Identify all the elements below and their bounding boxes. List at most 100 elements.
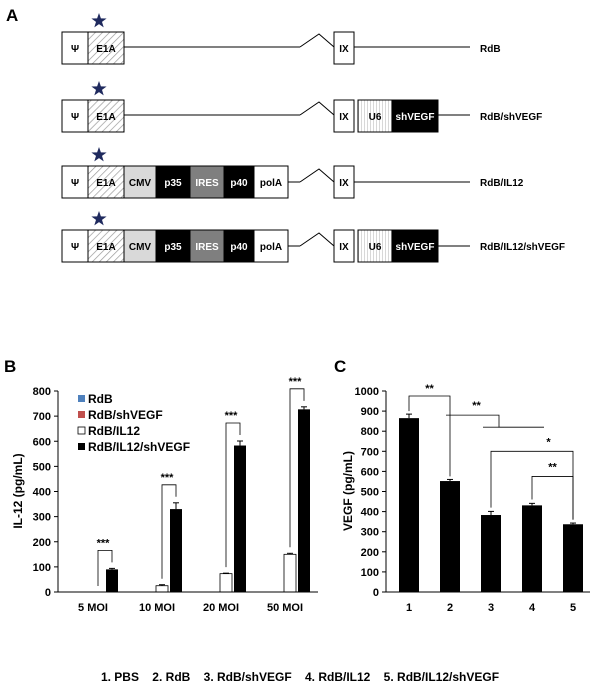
y-tick-label: 900 — [361, 406, 379, 418]
bar-rdb-il12-shvegf — [170, 509, 182, 592]
y-tick-label: 0 — [45, 587, 51, 599]
panel-label-a: A — [6, 6, 18, 25]
legend-label-rdb-il12-shvegf: RdB/IL12/shVEGF — [88, 440, 190, 454]
u6-label: U6 — [369, 112, 382, 123]
y-tick-label: 100 — [361, 567, 379, 579]
e1a-label: E1A — [96, 242, 115, 253]
shvegf-box — [391, 229, 439, 263]
psi-label: Ψ — [71, 112, 79, 123]
bar-rdb-il12 — [283, 553, 297, 593]
ix-box — [333, 165, 355, 199]
y-tick-label: 200 — [361, 547, 379, 559]
panel-label-b: B — [4, 357, 16, 376]
significance-marker: * — [546, 436, 551, 448]
construct-row-rdb-shvegf: Ψ E1A IX U6 shVEGF RdB/shVEGF — [61, 81, 542, 133]
e1a-box — [87, 229, 125, 263]
legend-swatch-rdb-il12 — [77, 426, 86, 435]
psi-box — [61, 99, 89, 133]
ix-label: IX — [339, 178, 349, 189]
legend-swatch-rdb-il12-shvegf — [78, 443, 85, 450]
panel-c-y-ticks: 0 100 200 300 400 500 600 700 800 900 1000 — [355, 386, 386, 599]
psi-label: Ψ — [71, 178, 79, 189]
y-tick-label: 0 — [373, 587, 379, 599]
polya-label: polA — [260, 178, 282, 189]
significance-marker: *** — [161, 472, 175, 484]
legend-label-rdb-shvegf: RdB/shVEGF — [88, 408, 163, 422]
significance-marker: *** — [289, 376, 303, 388]
y-tick-label: 500 — [33, 461, 51, 473]
group-legend-caption: 1. PBS 2. RdB 3. RdB/shVEGF 4. RdB/IL12 … — [101, 670, 499, 684]
panel-c-ylabel: VEGF (pg/mL) — [341, 451, 355, 531]
polya-label: polA — [260, 242, 282, 253]
legend-swatch-rdb — [78, 395, 85, 402]
significance-bracket — [97, 549, 113, 586]
u6-box — [357, 99, 393, 133]
legend-label-rdb-il12: RdB/IL12 — [88, 424, 140, 438]
p40-label: p40 — [230, 242, 248, 253]
ires-label: IRES — [195, 178, 219, 189]
ix-box — [333, 99, 355, 133]
panel-b-significance: *** *** *** *** — [97, 376, 305, 586]
panel-b-ylabel: IL-12 (pg/mL) — [11, 453, 25, 528]
y-tick-label: 800 — [33, 386, 51, 398]
ires-label: IRES — [195, 242, 219, 253]
e1a-label: E1A — [96, 178, 115, 189]
p40-box — [223, 229, 255, 263]
panel-label-c: C — [334, 357, 346, 376]
polya-box — [253, 229, 289, 263]
u6-box — [357, 229, 393, 263]
bar-rdb-il12-shvegf — [298, 409, 310, 592]
cmv-label: CMV — [129, 178, 152, 189]
shvegf-box — [391, 99, 439, 133]
e1a-label: E1A — [96, 112, 115, 123]
panel-b-x-labels: 5 MOI 10 MOI 20 MOI 50 MOI — [78, 602, 303, 614]
panel-a-constructs: Ψ E1A IX RdB Ψ E1A IX U6 shVEGF RdB/shVE… — [61, 13, 565, 263]
ix-label: IX — [339, 112, 349, 123]
cmv-box — [123, 165, 157, 199]
bar-rdb-il12-shvegf — [106, 569, 118, 592]
significance-marker: ** — [425, 383, 434, 395]
bar-rdb-il12 — [155, 585, 169, 593]
legend-label-rdb: RdB — [88, 392, 113, 406]
y-tick-label: 100 — [33, 562, 51, 574]
ix-box — [333, 229, 355, 263]
ix-label: IX — [339, 242, 349, 253]
y-tick-label: 400 — [361, 507, 379, 519]
ires-box — [189, 229, 225, 263]
significance-bracket — [161, 484, 177, 579]
construct-row-rdb-il12: Ψ E1A CMV p35 IRES p40 polA IX RdB/IL12 — [61, 147, 524, 199]
x-tick-label: 2 — [447, 602, 453, 614]
x-tick-label: 10 MOI — [139, 602, 175, 614]
y-tick-label: 800 — [361, 426, 379, 438]
construct-name: RdB — [480, 44, 501, 55]
y-tick-label: 1000 — [355, 386, 379, 398]
y-tick-label: 700 — [361, 446, 379, 458]
construct-row-rdb: Ψ E1A IX RdB — [61, 13, 501, 65]
significance-marker: *** — [225, 410, 239, 422]
p35-box — [155, 165, 191, 199]
ix-box — [333, 31, 355, 65]
p40-label: p40 — [230, 178, 248, 189]
panel-b-y-ticks: 0 100 200 300 400 500 600 700 800 — [33, 386, 58, 599]
construct-name: RdB/IL12 — [480, 178, 524, 189]
psi-box — [61, 165, 89, 199]
x-tick-label: 5 — [570, 602, 576, 614]
panel-b-chart: IL-12 (pg/mL) 0100200300400500600700800 … — [11, 376, 318, 614]
y-tick-label: 600 — [361, 466, 379, 478]
cmv-label: CMV — [129, 242, 152, 253]
y-tick-label: 400 — [33, 487, 51, 499]
significance-marker: *** — [97, 537, 111, 549]
bar-rdb-il12-shvegf — [234, 445, 246, 592]
bar-group-2 — [440, 481, 460, 592]
x-tick-label: 3 — [488, 602, 494, 614]
panel-c-bars — [399, 413, 583, 592]
significance-bracket — [225, 422, 241, 568]
shvegf-label: shVEGF — [396, 112, 435, 123]
y-tick-label: 200 — [33, 537, 51, 549]
x-tick-label: 4 — [529, 602, 536, 614]
y-tick-label: 500 — [361, 487, 379, 499]
bar-group-3 — [481, 515, 501, 592]
significance-bracket — [289, 388, 305, 548]
bar-group-1 — [399, 418, 419, 592]
panel-c-chart: VEGF (pg/mL) 0 100 200 300 400 500 600 700 800 90… — [341, 383, 590, 614]
